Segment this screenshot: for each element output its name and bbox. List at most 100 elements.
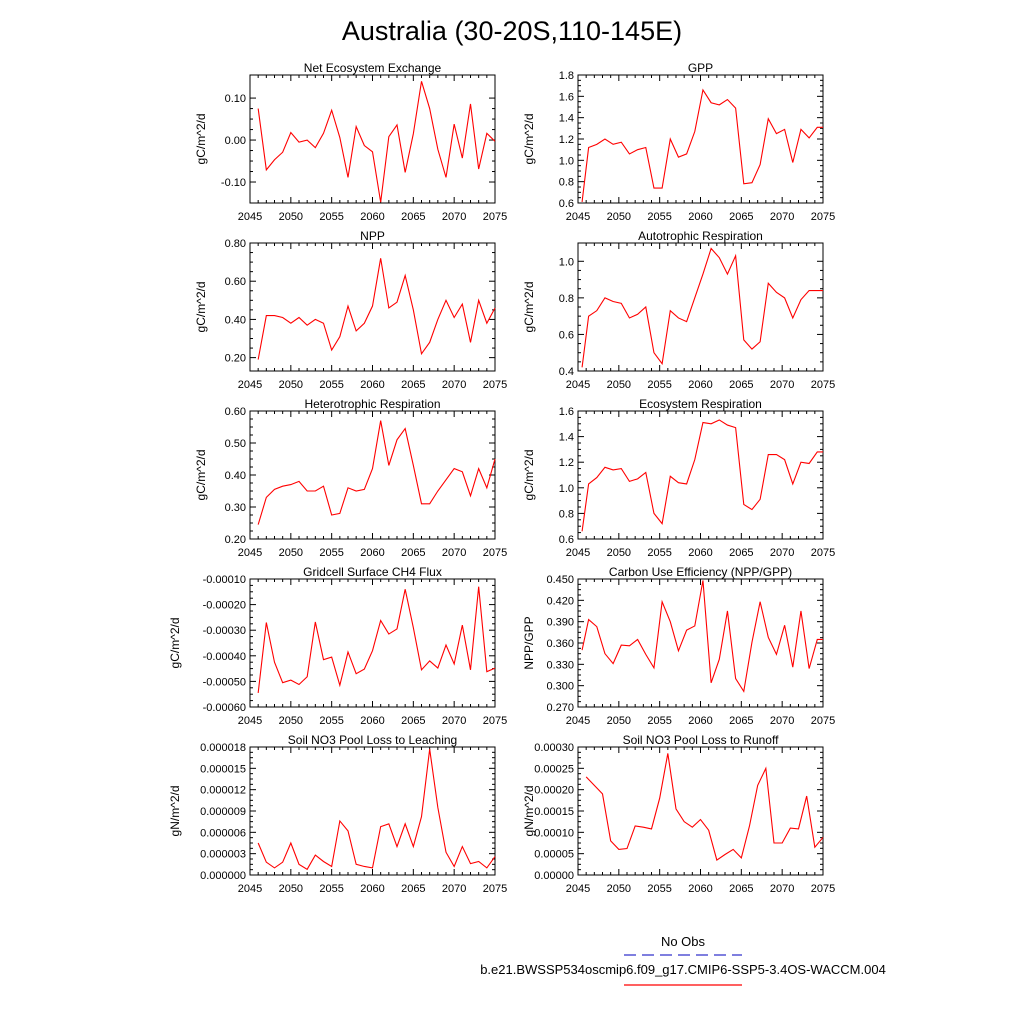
y-tick-label: 0.30	[225, 502, 246, 514]
x-tick-label: 2045	[238, 547, 262, 559]
chart-panel-5: Heterotrophic Respiration gC/m^2/d 2045 205…	[194, 397, 507, 559]
x-tick-label: 2055	[647, 547, 671, 559]
legend-obs-label: No Obs	[661, 934, 706, 949]
y-tick-label: 0.000006	[200, 827, 246, 839]
x-tick-label: 2070	[442, 547, 466, 559]
x-tick-label: 2055	[319, 211, 343, 223]
x-tick-label: 2045	[566, 883, 590, 895]
y-tick-label: 1.4	[559, 432, 574, 444]
y-tick-label: 0.10	[225, 93, 246, 105]
y-axis-label: gC/m^2/d	[522, 114, 536, 165]
y-tick-label: 0.390	[546, 617, 574, 629]
legend: No Obs b.e21.BWSSP534oscmip6.f09_g17.CMI…	[480, 934, 886, 986]
y-tick-label: 0.000009	[200, 806, 246, 818]
x-tick-label: 2055	[647, 715, 671, 727]
chart-panel-4: Autotrophic Respiration gC/m^2/d 2045 2050 2…	[522, 229, 835, 391]
x-tick-label: 2075	[483, 883, 507, 895]
x-tick-label: 2045	[566, 379, 590, 391]
y-tick-label: 0.270	[546, 702, 574, 714]
x-tick-label: 2050	[607, 379, 631, 391]
series-line	[257, 749, 496, 871]
x-tick-label: 2045	[238, 379, 262, 391]
y-axis-label: gN/m^2/d	[168, 786, 182, 837]
x-tick-label: 2055	[647, 883, 671, 895]
series-line	[257, 258, 496, 360]
x-tick-label: 2075	[811, 715, 835, 727]
y-tick-label: 0.000000	[200, 870, 246, 882]
x-tick-label: 2065	[729, 379, 753, 391]
y-tick-label: 0.00010	[534, 827, 574, 839]
y-tick-label: 0.00030	[534, 742, 574, 754]
series-line	[257, 586, 496, 693]
x-tick-label: 2070	[442, 379, 466, 391]
y-tick-label: 1.6	[559, 91, 574, 103]
y-tick-label: 1.8	[559, 70, 574, 82]
x-tick-label: 2055	[647, 211, 671, 223]
y-tick-label: 0.20	[225, 534, 246, 546]
y-tick-label: 0.00	[225, 135, 246, 147]
y-tick-label: 1.0	[559, 483, 574, 495]
x-tick-label: 2050	[607, 883, 631, 895]
plot-frame	[577, 410, 824, 540]
y-tick-label: 0.6	[559, 329, 574, 341]
x-tick-label: 2075	[483, 211, 507, 223]
y-tick-label: -0.00020	[203, 600, 246, 612]
x-tick-label: 2060	[360, 379, 384, 391]
x-tick-label: 2060	[360, 883, 384, 895]
x-tick-label: 2045	[238, 883, 262, 895]
panel-title: NPP	[360, 229, 385, 243]
chart-panel-3: NPP gC/m^2/d 2045 2050 2055 2060 2065 2070 2075 0…	[194, 229, 507, 391]
y-axis-label: gN/m^2/d	[522, 786, 536, 837]
series-line	[581, 247, 823, 368]
x-tick-label: 2075	[811, 379, 835, 391]
x-tick-label: 2045	[238, 211, 262, 223]
x-tick-label: 2070	[770, 883, 794, 895]
x-tick-label: 2065	[401, 715, 425, 727]
y-tick-label: 0.00020	[534, 785, 574, 797]
y-tick-label: 0.80	[225, 238, 246, 250]
x-tick-label: 2075	[811, 211, 835, 223]
x-tick-label: 2070	[442, 715, 466, 727]
plot-frame	[577, 746, 824, 876]
x-tick-label: 2045	[566, 211, 590, 223]
y-tick-label: 0.420	[546, 595, 574, 607]
x-tick-label: 2050	[279, 211, 303, 223]
x-tick-label: 2055	[319, 715, 343, 727]
y-tick-label: 0.00025	[534, 763, 574, 775]
y-tick-label: 0.6	[559, 198, 574, 210]
panel-title: Heterotrophic Respiration	[304, 397, 440, 411]
x-tick-label: 2050	[279, 715, 303, 727]
plot-frame	[249, 410, 496, 540]
panel-title: Gridcell Surface CH4 Flux	[303, 565, 442, 579]
y-tick-label: -0.00060	[203, 702, 246, 714]
y-axis-label: gC/m^2/d	[522, 450, 536, 501]
x-tick-label: 2075	[811, 547, 835, 559]
y-axis-label: gC/m^2/d	[194, 282, 208, 333]
y-tick-label: 1.0	[559, 155, 574, 167]
x-tick-label: 2050	[279, 547, 303, 559]
y-tick-label: 0.300	[546, 681, 574, 693]
y-tick-label: 0.00015	[534, 806, 574, 818]
x-tick-label: 2065	[401, 211, 425, 223]
x-tick-label: 2075	[483, 547, 507, 559]
x-tick-label: 2065	[729, 211, 753, 223]
x-tick-label: 2070	[770, 211, 794, 223]
y-tick-label: 0.000012	[200, 785, 246, 797]
panel-title: Soil NO3 Pool Loss to Runoff	[623, 733, 780, 747]
y-tick-label: 0.6	[559, 534, 574, 546]
x-tick-label: 2065	[729, 715, 753, 727]
panel-title: Net Ecosystem Exchange	[304, 61, 442, 75]
y-tick-label: 0.330	[546, 659, 574, 671]
y-tick-label: 0.8	[559, 508, 574, 520]
x-tick-label: 2075	[483, 379, 507, 391]
plot-frame	[577, 74, 824, 204]
x-tick-label: 2075	[811, 883, 835, 895]
x-tick-label: 2045	[566, 715, 590, 727]
x-tick-label: 2065	[401, 547, 425, 559]
x-tick-label: 2070	[770, 547, 794, 559]
y-tick-label: 1.4	[559, 113, 574, 125]
x-tick-label: 2060	[688, 211, 712, 223]
y-tick-label: 0.60	[225, 406, 246, 418]
panel-title: Carbon Use Efficiency (NPP/GPP)	[609, 565, 792, 579]
